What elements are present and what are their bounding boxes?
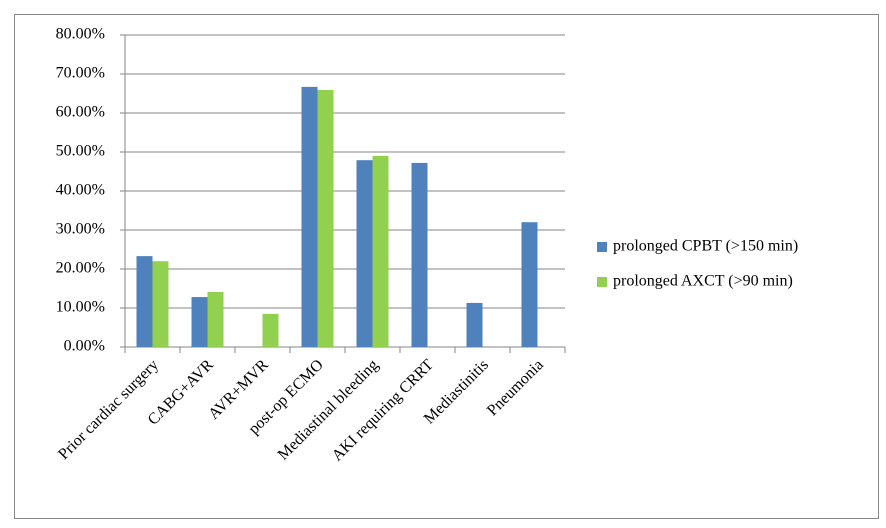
- y-tick-label: 0.00%: [64, 338, 105, 355]
- legend-swatch: [597, 277, 607, 287]
- bar: [411, 162, 428, 347]
- y-tick-label: 30.00%: [56, 221, 105, 238]
- y-tick-label: 20.00%: [56, 260, 105, 277]
- bar: [356, 160, 373, 347]
- legend-label: prolonged AXCT (>90 min): [613, 273, 793, 290]
- y-tick-label: 80.00%: [56, 26, 105, 43]
- bar: [317, 89, 334, 348]
- y-tick-label: 40.00%: [56, 182, 105, 199]
- y-tick-label: 50.00%: [56, 143, 105, 160]
- bar: [136, 256, 153, 347]
- y-tick-label: 60.00%: [56, 104, 105, 121]
- bar: [152, 261, 169, 347]
- bar: [372, 155, 389, 347]
- y-tick-label: 10.00%: [56, 299, 105, 316]
- bar: [207, 292, 224, 347]
- legend-label: prolonged CPBT (>150 min): [613, 238, 798, 255]
- bar: [466, 302, 483, 347]
- y-tick-label: 70.00%: [56, 65, 105, 82]
- bar: [191, 297, 208, 347]
- bar: [262, 313, 279, 347]
- bar: [301, 86, 318, 348]
- legend-swatch: [597, 242, 607, 252]
- bar: [521, 222, 538, 347]
